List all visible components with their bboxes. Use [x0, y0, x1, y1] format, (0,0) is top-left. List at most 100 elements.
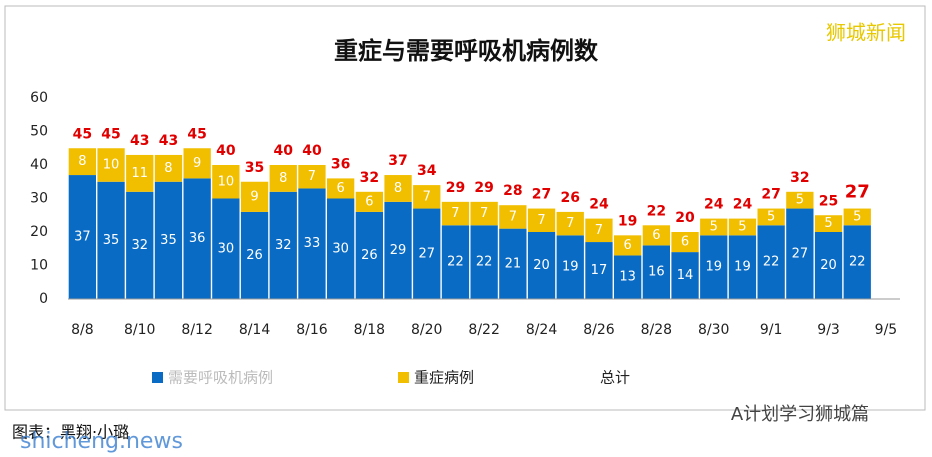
bar-label: 26 [361, 248, 378, 263]
bar-label: 19 [734, 260, 751, 275]
bar-label: 29 [390, 243, 407, 258]
bar-segment [384, 201, 412, 299]
bar-segment [154, 154, 183, 182]
bar-label: 5 [796, 193, 804, 208]
x-tick-label: 8/30 [698, 322, 729, 338]
bar-segment [240, 181, 269, 212]
bar-segment [671, 252, 699, 299]
y-tick-label: 30 [30, 191, 48, 207]
bar-segment [728, 235, 757, 299]
bar-segment [441, 201, 470, 226]
bar-segment [786, 191, 814, 209]
total-label: 45 [101, 126, 120, 142]
total-label: 25 [819, 193, 838, 209]
total-label: 40 [216, 143, 236, 159]
total-label: 40 [302, 143, 322, 159]
total-label: 27 [761, 187, 780, 203]
total-label: 27 [532, 187, 551, 203]
bar-label: 5 [853, 209, 861, 224]
bar-segment [126, 154, 154, 192]
bar-label: 17 [591, 263, 608, 278]
bar-segment [384, 175, 412, 202]
bar-label: 22 [447, 255, 464, 270]
chart-title: 重症与需要呼吸机病例数 [334, 37, 599, 65]
bar-segment [843, 208, 871, 226]
bar-label: 6 [624, 238, 632, 253]
bar-segment [527, 232, 556, 299]
bar-label: 5 [738, 219, 746, 234]
bar-label: 9 [193, 156, 201, 171]
y-tick-label: 0 [39, 291, 48, 307]
x-tick-label: 9/5 [875, 322, 898, 338]
x-tick-label: 8/10 [124, 322, 155, 338]
bar-label: 19 [705, 260, 722, 275]
bar-segment [126, 191, 154, 299]
bar-segment [499, 205, 527, 229]
bar-label: 22 [849, 255, 866, 270]
bar-segment [298, 188, 326, 299]
bar-label: 35 [103, 233, 120, 248]
bar-label: 21 [505, 256, 522, 271]
y-tick-label: 50 [30, 124, 48, 140]
bar-segment [614, 255, 642, 299]
bar-segment [700, 218, 728, 236]
bar-segment [269, 191, 297, 299]
total-label: 29 [474, 180, 493, 196]
bar-label: 26 [246, 248, 263, 263]
bar-segment [470, 201, 498, 226]
bar-segment [556, 235, 584, 299]
bar-label: 8 [78, 154, 86, 169]
bar-label: 36 [189, 231, 206, 246]
bar-label: 9 [250, 189, 258, 204]
bar-label: 32 [131, 238, 148, 253]
bar-segment [499, 228, 527, 299]
bar-segment [327, 198, 355, 299]
x-tick-label: 8/26 [583, 322, 615, 338]
bar-label: 5 [767, 209, 775, 224]
bar-label: 7 [537, 213, 545, 228]
x-tick-label: 8/8 [71, 322, 94, 338]
total-label: 24 [589, 197, 609, 213]
bar-segment [183, 178, 211, 299]
bar-segment [327, 178, 355, 199]
bar-label: 5 [824, 216, 832, 231]
bar-label: 6 [652, 228, 660, 243]
total-label: 24 [733, 197, 753, 213]
total-label: 40 [274, 143, 294, 159]
total-label: 32 [360, 170, 379, 186]
total-label: 45 [187, 126, 206, 142]
y-tick-label: 10 [30, 258, 48, 274]
bar-segment [269, 165, 297, 192]
bar-label: 6 [337, 181, 345, 196]
x-tick-label: 8/20 [411, 322, 442, 338]
legend-swatch [152, 372, 163, 383]
total-label: 19 [618, 213, 637, 229]
total-label: 37 [388, 153, 407, 169]
bar-label: 13 [619, 270, 636, 285]
watermark: 狮城新闻 [826, 21, 906, 45]
x-tick-label: 8/18 [354, 322, 385, 338]
credit: 图表：黑翔·小璐 [12, 423, 129, 442]
legend-swatch [398, 372, 409, 383]
legend-label: 重症病例 [414, 369, 474, 387]
bar-label: 11 [131, 166, 148, 181]
y-tick-label: 20 [30, 224, 48, 240]
bar-label: 7 [308, 169, 316, 184]
bar-segment [441, 225, 470, 299]
total-label: 34 [417, 163, 437, 179]
bar-label: 30 [218, 241, 235, 256]
bar-label: 14 [677, 268, 694, 283]
bar-segment [556, 211, 584, 236]
x-tick-label: 8/24 [526, 322, 558, 338]
total-label: 36 [331, 156, 350, 172]
bar-label: 10 [103, 158, 120, 173]
bar-label: 30 [332, 241, 349, 256]
site: shicheng.news [20, 429, 183, 454]
bar-segment [470, 225, 498, 299]
bar-segment [585, 242, 613, 299]
bar-label: 7 [451, 206, 459, 221]
bar-segment [585, 218, 613, 243]
bar-segment [413, 208, 441, 299]
total-label: 43 [130, 133, 149, 149]
x-tick-label: 8/16 [296, 322, 328, 338]
